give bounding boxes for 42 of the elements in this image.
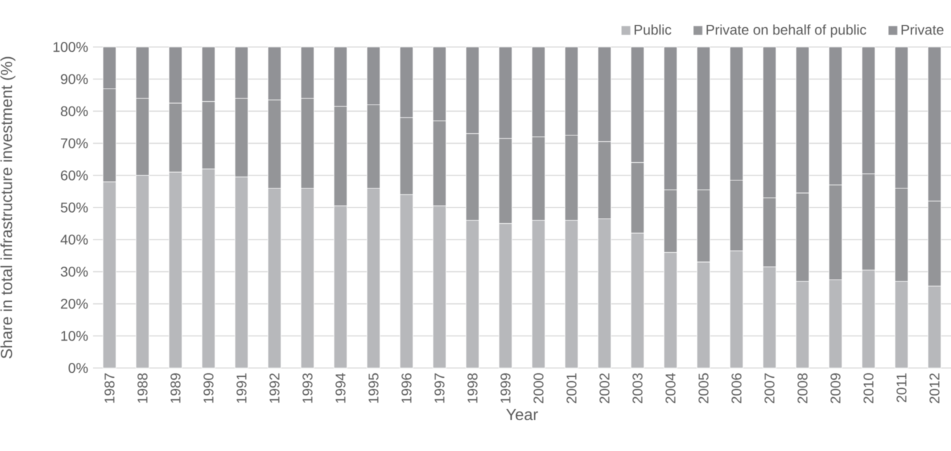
x-tick-label: 2009 xyxy=(830,373,840,404)
x-tick-label: 2004 xyxy=(666,373,676,404)
y-tick-label: 10% xyxy=(61,330,88,341)
x-tick-label: 2002 xyxy=(600,373,610,404)
y-axis-title: Share in total infrastructure investment (%) xyxy=(0,56,16,358)
x-tick-label: 2007 xyxy=(764,373,774,404)
y-tick-label: 60% xyxy=(60,170,88,180)
legend-label: Public xyxy=(634,24,672,35)
x-tick-label: 2006 xyxy=(732,373,742,404)
y-tick-label: 0% xyxy=(68,363,88,373)
y-tick-label: 40% xyxy=(60,234,88,245)
x-tick-label: 2010 xyxy=(864,373,874,404)
x-tick-label: 2000 xyxy=(534,373,544,404)
x-tick-label: 2012 xyxy=(930,373,940,404)
y-tick-label: 80% xyxy=(60,106,88,116)
x-tick-label: 1998 xyxy=(468,373,478,403)
x-tick-label: 1988 xyxy=(138,373,148,403)
y-tick-label: 100% xyxy=(54,42,88,52)
legend-label: Private xyxy=(902,24,944,35)
x-tick-label: 1994 xyxy=(336,373,346,403)
x-tick-label: 1999 xyxy=(500,373,510,403)
x-tick-label: 2008 xyxy=(798,373,808,404)
y-tick-label: 70% xyxy=(60,138,88,148)
y-tick-label: 50% xyxy=(60,202,88,212)
x-tick-label: 1997 xyxy=(434,373,444,403)
x-tick-label: 2011 xyxy=(896,373,906,402)
x-tick-label: 1990 xyxy=(204,373,214,403)
y-tick-label: 90% xyxy=(60,74,88,84)
x-tick-label: 1995 xyxy=(368,373,378,403)
y-tick-label: 30% xyxy=(60,266,88,277)
legend-label: Private on behalf of public xyxy=(706,24,866,38)
x-tick-label: 1992 xyxy=(270,373,280,403)
x-tick-label: 1987 xyxy=(104,373,114,403)
x-tick-label: 1989 xyxy=(170,373,180,403)
x-axis-title: Year xyxy=(506,409,538,420)
x-tick-label: 2005 xyxy=(698,373,708,404)
x-tick-label: 1996 xyxy=(402,373,412,403)
x-tick-label: 2003 xyxy=(632,373,642,404)
x-tick-label: 1993 xyxy=(302,373,312,403)
x-tick-label: 1991 xyxy=(236,373,246,403)
x-tick-label: 2001 xyxy=(566,373,576,404)
y-tick-label: 20% xyxy=(60,298,88,309)
